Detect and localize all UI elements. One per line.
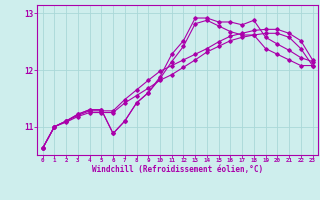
X-axis label: Windchill (Refroidissement éolien,°C): Windchill (Refroidissement éolien,°C) xyxy=(92,165,263,174)
